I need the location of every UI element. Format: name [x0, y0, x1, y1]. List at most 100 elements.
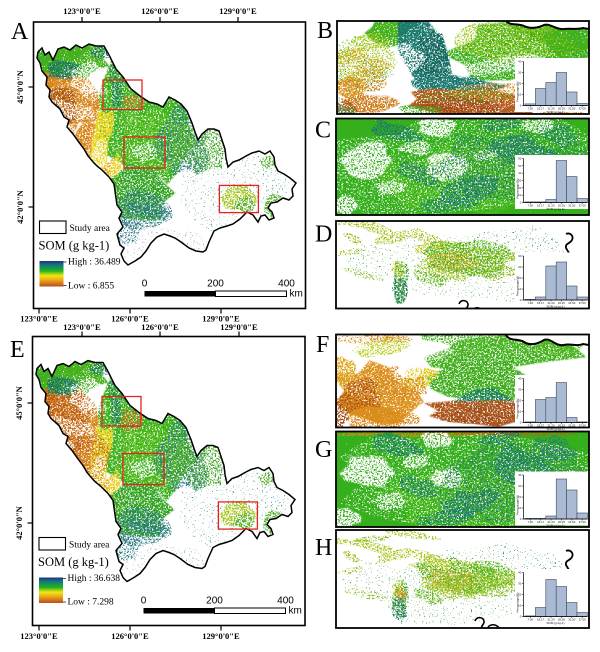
- svg-text:400: 400: [277, 596, 294, 607]
- svg-text:37.00: 37.00: [579, 424, 586, 428]
- svg-text:Percentage(%): Percentage(%): [516, 592, 520, 612]
- svg-text:7.00: 7.00: [527, 301, 533, 305]
- svg-text:60: 60: [518, 157, 522, 161]
- svg-text:26.25: 26.25: [558, 107, 565, 111]
- svg-text:26.25: 26.25: [558, 618, 565, 622]
- svg-text:37.00: 37.00: [579, 301, 586, 305]
- svg-text:31.50: 31.50: [568, 301, 575, 305]
- svg-text:Percentage(%): Percentage(%): [516, 178, 520, 198]
- svg-text:15.17: 15.17: [537, 424, 544, 428]
- svg-text:Low : 7.298: Low : 7.298: [68, 598, 114, 608]
- svg-text:31.50: 31.50: [568, 618, 575, 622]
- svg-text:0: 0: [141, 596, 147, 607]
- svg-text:Study area: Study area: [70, 224, 111, 234]
- svg-text:50: 50: [518, 164, 522, 168]
- svg-text:E: E: [10, 337, 25, 363]
- svg-text:37.00: 37.00: [579, 618, 586, 622]
- svg-text:200: 200: [206, 596, 223, 607]
- svg-text:31.50: 31.50: [568, 204, 575, 208]
- svg-text:21.20: 21.20: [548, 301, 555, 305]
- svg-text:123°0'0"E: 123°0'0"E: [63, 322, 101, 332]
- svg-text:30: 30: [518, 179, 522, 183]
- svg-text:10: 10: [518, 604, 522, 608]
- svg-text:45°0'0"N: 45°0'0"N: [15, 69, 25, 103]
- svg-text:7.00: 7.00: [527, 424, 533, 428]
- svg-text:10: 10: [518, 193, 522, 197]
- svg-text:129°0'0"E: 129°0'0"E: [202, 314, 240, 324]
- svg-text:Percentage(%): Percentage(%): [516, 276, 520, 296]
- svg-text:40: 40: [518, 254, 522, 258]
- svg-text:7.00: 7.00: [527, 204, 533, 208]
- svg-text:15.17: 15.17: [537, 301, 544, 305]
- svg-text:20: 20: [518, 276, 522, 280]
- svg-text:42°0'0"N: 42°0'0"N: [15, 189, 25, 223]
- svg-text:A: A: [11, 19, 29, 45]
- svg-text:30: 30: [518, 388, 522, 392]
- svg-text:129°0'0"E: 129°0'0"E: [219, 6, 257, 16]
- svg-text:20: 20: [518, 593, 522, 597]
- svg-text:SOM (g kg-1): SOM (g kg-1): [546, 305, 564, 309]
- svg-text:10: 10: [518, 287, 522, 291]
- svg-text:42°0'0"N: 42°0'0"N: [14, 505, 24, 539]
- svg-text:40: 40: [518, 171, 522, 175]
- svg-text:126°0'0"E: 126°0'0"E: [111, 631, 149, 641]
- svg-text:SOM (g kg-1): SOM (g kg-1): [546, 427, 564, 431]
- svg-text:129°0'0"E: 129°0'0"E: [220, 322, 258, 332]
- svg-text:30: 30: [518, 71, 522, 75]
- svg-text:40: 40: [518, 473, 522, 477]
- svg-text:0: 0: [520, 421, 522, 425]
- svg-text:20: 20: [518, 186, 522, 190]
- svg-text:30: 30: [518, 582, 522, 586]
- svg-text:20: 20: [518, 399, 522, 403]
- svg-text:123°0'0"E: 123°0'0"E: [20, 631, 58, 641]
- svg-text:26.25: 26.25: [558, 520, 565, 524]
- svg-text:B: B: [317, 18, 333, 44]
- svg-text:15.17: 15.17: [537, 107, 544, 111]
- svg-text:0: 0: [520, 615, 522, 619]
- svg-text:G: G: [315, 437, 332, 463]
- svg-text:30: 30: [518, 265, 522, 269]
- svg-text:SOM (g kg-1): SOM (g kg-1): [546, 207, 564, 211]
- svg-text:40: 40: [518, 377, 522, 381]
- svg-text:400: 400: [278, 279, 295, 290]
- svg-text:0: 0: [520, 104, 522, 108]
- svg-text:123°0'0"E: 123°0'0"E: [20, 314, 58, 324]
- svg-text:20: 20: [518, 495, 522, 499]
- svg-text:37.00: 37.00: [579, 107, 586, 111]
- svg-text:31.50: 31.50: [568, 520, 575, 524]
- svg-text:37.00: 37.00: [579, 204, 586, 208]
- svg-text:C: C: [315, 118, 331, 144]
- svg-text:Study area: Study area: [69, 541, 110, 551]
- svg-text:High : 36.489: High : 36.489: [68, 258, 121, 268]
- svg-text:10: 10: [518, 93, 522, 97]
- svg-text:21.20: 21.20: [548, 204, 555, 208]
- svg-text:31.50: 31.50: [568, 424, 575, 428]
- svg-text:26.25: 26.25: [558, 204, 565, 208]
- svg-text:0: 0: [520, 201, 522, 205]
- svg-text:km: km: [289, 606, 302, 617]
- svg-text:D: D: [315, 222, 332, 248]
- svg-text:126°0'0"E: 126°0'0"E: [141, 322, 179, 332]
- svg-text:H: H: [315, 535, 332, 561]
- svg-text:21.20: 21.20: [548, 107, 555, 111]
- svg-text:15.17: 15.17: [537, 204, 544, 208]
- svg-text:SOM (g kg-1): SOM (g kg-1): [38, 555, 109, 569]
- svg-text:Percentage(%): Percentage(%): [516, 495, 520, 515]
- svg-text:123°0'0"E: 123°0'0"E: [63, 6, 101, 16]
- svg-text:40: 40: [518, 571, 522, 575]
- svg-text:10: 10: [518, 410, 522, 414]
- svg-text:7.00: 7.00: [527, 520, 533, 524]
- svg-text:7.00: 7.00: [527, 618, 533, 622]
- svg-text:15.17: 15.17: [537, 520, 544, 524]
- svg-text:26.25: 26.25: [558, 424, 565, 428]
- svg-text:31.50: 31.50: [568, 107, 575, 111]
- svg-text:10: 10: [518, 506, 522, 510]
- svg-text:21.20: 21.20: [548, 618, 555, 622]
- svg-text:37.00: 37.00: [579, 520, 586, 524]
- svg-text:Percentage(%): Percentage(%): [516, 81, 520, 101]
- svg-text:SOM (g kg-1): SOM (g kg-1): [546, 621, 564, 625]
- svg-text:0: 0: [520, 517, 522, 521]
- svg-text:26.25: 26.25: [558, 301, 565, 305]
- svg-text:20: 20: [518, 82, 522, 86]
- svg-text:SOM (g kg-1): SOM (g kg-1): [546, 110, 564, 114]
